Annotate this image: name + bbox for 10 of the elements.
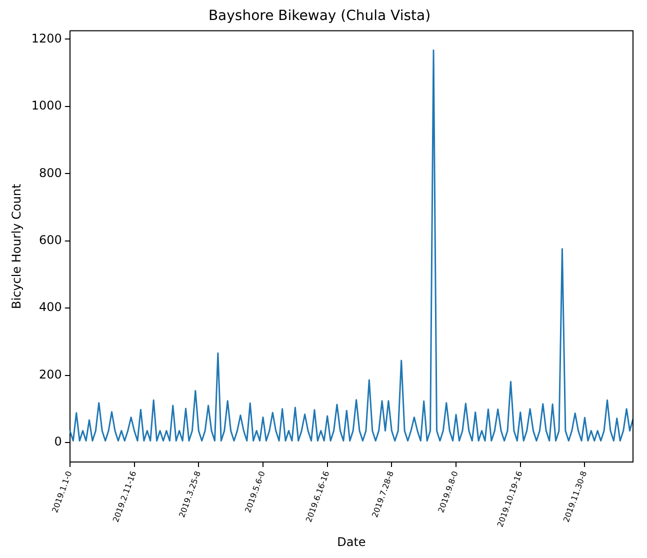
chart-title: Bayshore Bikeway (Chula Vista) [208, 8, 431, 24]
y-tick-label: 400 [39, 300, 62, 314]
x-axis-title: Date [337, 534, 366, 549]
y-tick-label: 600 [39, 232, 62, 247]
y-tick-label: 200 [39, 367, 62, 382]
y-tick-label: 1000 [31, 98, 62, 113]
y-tick-label: 0 [54, 434, 62, 449]
y-axis-title: Bicycle Hourly Count [9, 184, 24, 309]
y-tick-label: 800 [39, 166, 62, 180]
y-tick-label: 1200 [31, 31, 62, 46]
